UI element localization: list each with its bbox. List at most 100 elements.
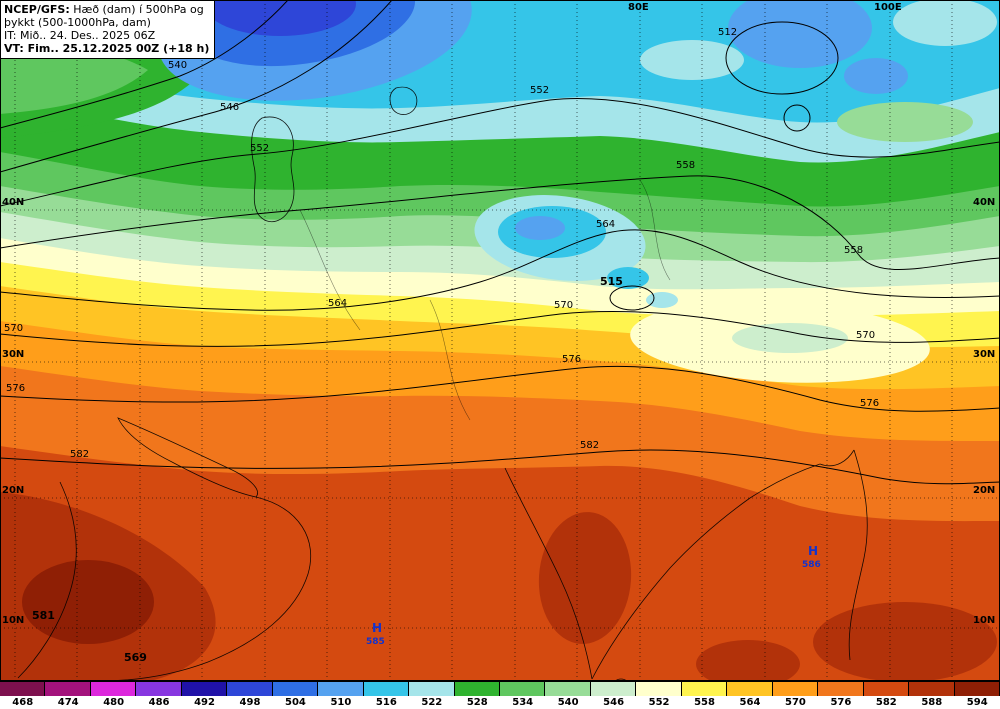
contour-label: 570 — [856, 330, 876, 341]
colorbar-cell: 468 — [0, 682, 46, 709]
model-name: NCEP/GFS: — [4, 3, 70, 16]
init-time: IT: Mið.. 24. Des.. 2025 06Z — [4, 29, 156, 42]
colorbar-value: 588 — [909, 695, 955, 709]
colorbar-cell: 528 — [454, 682, 500, 709]
colorbar-cell: 594 — [954, 682, 1000, 709]
colorbar-value: 552 — [636, 695, 682, 709]
colorbar-swatch — [409, 682, 455, 696]
colorbar-value: 528 — [454, 695, 500, 709]
longitude-label: 80E — [628, 2, 649, 13]
contour-label: 558 — [676, 160, 696, 171]
height-contours-layer — [0, 0, 1000, 485]
colorbar-value: 570 — [772, 695, 819, 709]
coastline-layer — [17, 86, 868, 681]
colorbar-cell: 498 — [227, 682, 273, 709]
high-center-value: 585 — [366, 637, 385, 647]
colorbar-swatch — [272, 682, 319, 696]
colorbar: 468 474 480 486 492 498 504 510 516 522 528 534 540 5… — [0, 681, 1000, 709]
valid-time: VT: Fim.. 25.12.2025 00Z (+18 h) — [4, 42, 210, 55]
contour-label: 582 — [70, 449, 90, 460]
colorbar-value: 498 — [227, 695, 273, 709]
high-center-symbol: H — [808, 544, 819, 558]
colorbar-cell: 510 — [318, 682, 364, 709]
colorbar-value: 504 — [272, 695, 319, 709]
colorbar-swatch — [636, 682, 682, 696]
colorbar-swatch — [136, 682, 182, 696]
colorbar-cell: 504 — [272, 682, 319, 709]
contour-label: 546 — [220, 102, 240, 113]
colorbar-cell: 564 — [727, 682, 773, 709]
colorbar-cell: 474 — [45, 682, 91, 709]
colorbar-swatch — [45, 682, 91, 696]
latitude-label: 20N — [2, 485, 25, 496]
colorbar-cell: 486 — [136, 682, 182, 709]
colorbar-swatch — [909, 682, 955, 696]
colorbar-swatch — [818, 682, 864, 696]
contour-label: 576 — [6, 383, 26, 394]
colorbar-cell: 534 — [499, 682, 546, 709]
colorbar-value: 522 — [409, 695, 455, 709]
colorbar-value: 468 — [0, 695, 46, 709]
colorbar-value: 540 — [545, 695, 591, 709]
colorbar-swatch — [681, 682, 728, 696]
colorbar-cell: 558 — [681, 682, 728, 709]
colorbar-cell: 540 — [545, 682, 591, 709]
colorbar-cell: 492 — [181, 682, 228, 709]
colorbar-value: 474 — [45, 695, 91, 709]
contour-label: 552 — [530, 85, 550, 96]
contour-label: 570 — [4, 323, 24, 334]
colorbar-value: 486 — [136, 695, 182, 709]
contour-label: 569 — [124, 651, 147, 664]
colorbar-value: 558 — [681, 695, 728, 709]
colorbar-value: 576 — [818, 695, 864, 709]
contour-label: 564 — [596, 219, 616, 230]
colorbar-value: 564 — [727, 695, 773, 709]
colorbar-swatch — [318, 682, 364, 696]
contour-label: 570 — [554, 300, 574, 311]
colorbar-value: 582 — [863, 695, 910, 709]
colorbar-value: 480 — [90, 695, 137, 709]
contour-label: 582 — [580, 440, 600, 451]
longitude-label: 100E — [874, 2, 902, 13]
contour-label: 581 — [32, 609, 55, 622]
high-center-symbol: H — [372, 621, 383, 635]
colorbar-cell: 570 — [772, 682, 819, 709]
latitude-label: 40N — [2, 197, 25, 208]
colorbar-value: 516 — [363, 695, 410, 709]
contour-label: 576 — [562, 354, 582, 365]
colorbar-swatch — [590, 682, 637, 696]
contour-label: 540 — [168, 60, 188, 71]
colorbar-cell: 522 — [409, 682, 455, 709]
colorbar-swatch — [454, 682, 500, 696]
thickness-fill-layer — [0, 0, 1000, 681]
contour-label: 552 — [250, 143, 270, 154]
latitude-label: 10N — [973, 615, 996, 626]
colorbar-swatch — [499, 682, 546, 696]
colorbar-swatch — [727, 682, 773, 696]
map-title-line2: þykkt (500-1000hPa, dam) — [4, 16, 151, 29]
colorbar-cell: 582 — [863, 682, 910, 709]
contour-label: 576 — [860, 398, 880, 409]
high-center-value: 586 — [802, 560, 821, 570]
contour-label: 564 — [328, 298, 348, 309]
map-info-box: NCEP/GFS: Hæð (dam) í 500hPa og þykkt (5… — [0, 0, 216, 59]
colorbar-value: 534 — [499, 695, 546, 709]
colorbar-swatch — [227, 682, 273, 696]
map-title-line1: NCEP/GFS: Hæð (dam) í 500hPa og — [4, 3, 204, 16]
latitude-label: 10N — [2, 615, 25, 626]
latitude-label: 30N — [2, 349, 25, 360]
colorbar-swatch — [363, 682, 410, 696]
colorbar-cell: 552 — [636, 682, 682, 709]
colorbar-cell: 480 — [90, 682, 137, 709]
colorbar-value: 492 — [181, 695, 228, 709]
contour-label: 558 — [844, 245, 864, 256]
colorbar-value: 594 — [954, 695, 1000, 709]
colorbar-value: 546 — [590, 695, 637, 709]
colorbar-swatch — [545, 682, 591, 696]
latitude-label: 30N — [973, 349, 996, 360]
colorbar-swatch — [0, 682, 46, 696]
colorbar-cell: 588 — [909, 682, 955, 709]
colorbar-swatch — [181, 682, 228, 696]
colorbar-swatch — [954, 682, 1000, 696]
